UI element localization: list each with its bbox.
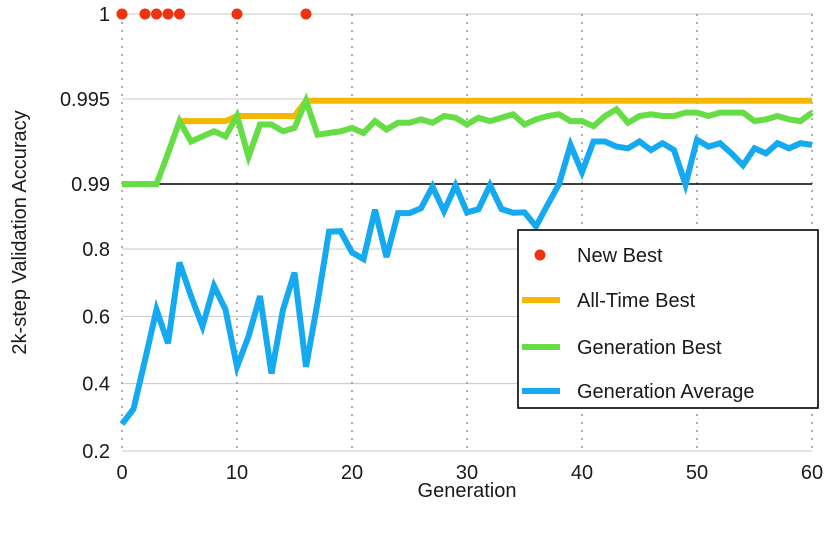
- x-axis-ticks: 0 10 20 30 40 50 60: [116, 462, 823, 484]
- x-tick-label: 10: [226, 462, 248, 484]
- legend-label-generation-best: Generation Best: [577, 337, 722, 359]
- y-tick-label: 0.995: [60, 89, 110, 111]
- new-best-point: [174, 8, 185, 20]
- series-generation-best: [121, 92, 814, 188]
- legend: New Best All-Time Best Generation Best G…: [517, 229, 819, 409]
- y-tick-label: 0.4: [82, 374, 110, 396]
- y-tick-label: 0.99: [71, 174, 110, 196]
- new-best-point: [151, 8, 162, 20]
- series-generation-average: [119, 135, 813, 426]
- y-tick-label: 0.8: [82, 239, 110, 261]
- legend-label-generation-average: Generation Average: [577, 381, 755, 403]
- new-best-point: [300, 8, 312, 20]
- y-tick-label: 1: [99, 4, 110, 26]
- x-tick-label: 0: [116, 462, 127, 484]
- legend-box: [517, 229, 819, 409]
- series-all-time-best: [179, 97, 812, 125]
- y-tick-label: 0.6: [82, 306, 110, 328]
- x-tick-label: 30: [456, 462, 478, 484]
- x-axis-title: Generation: [418, 480, 517, 502]
- legend-label-new-best: New Best: [577, 245, 663, 267]
- new-best-point: [231, 8, 243, 20]
- new-best-point: [162, 8, 174, 20]
- x-tick-label: 50: [686, 462, 708, 484]
- x-tick-label: 60: [801, 462, 823, 484]
- y-tick-label: 0.2: [82, 441, 110, 463]
- y-axis-title: 2k-step Validation Accuracy: [9, 110, 31, 354]
- y-axis-ticks: 0.2 0.4 0.6 0.8 0.99 0.995 1: [60, 4, 110, 463]
- legend-label-all-time-best: All-Time Best: [577, 290, 696, 312]
- legend-symbol-new-best: [534, 249, 546, 261]
- new-best-points: [116, 8, 312, 20]
- x-tick-label: 40: [571, 462, 593, 484]
- new-best-point: [139, 8, 151, 20]
- series-layer: [119, 92, 814, 426]
- x-tick-label: 20: [341, 462, 363, 484]
- new-best-point: [116, 8, 128, 20]
